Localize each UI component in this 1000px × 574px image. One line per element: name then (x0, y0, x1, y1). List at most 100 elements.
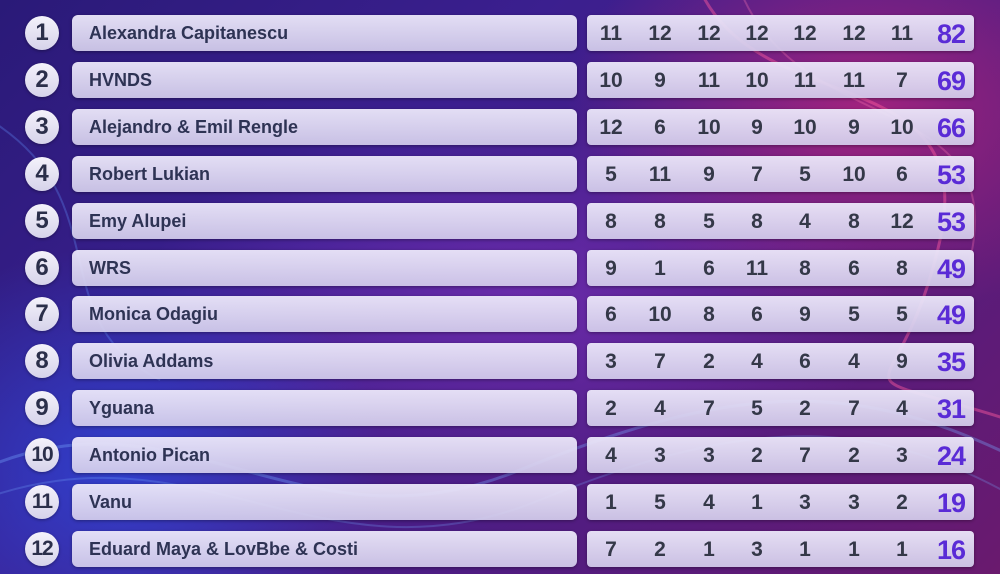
jury-score: 7 (654, 350, 666, 374)
scoreboard-row: 1 Alexandra Capitanescu 11 12 12 12 12 12 11 82 (0, 15, 1000, 51)
rank-badge: 12 (25, 531, 59, 566)
jury-score: 12 (599, 115, 623, 139)
contestant-name: Olivia Addams (89, 351, 214, 372)
jury-score: 6 (605, 303, 617, 327)
contestant-name: Yguana (89, 398, 155, 419)
jury-score: 1 (654, 256, 666, 280)
jury-score: 1 (799, 537, 811, 561)
total-score: 69 (936, 65, 966, 96)
rank-badge: 5 (25, 203, 59, 238)
rank-badge: 11 (25, 485, 59, 519)
rank-badge: 3 (25, 109, 59, 144)
jury-score: 5 (799, 162, 811, 186)
jury-score: 3 (654, 444, 666, 468)
total-score: 66 (936, 112, 966, 143)
contestant-name-bar: Alejandro & Emil Rengle (72, 108, 577, 145)
jury-score: 10 (745, 68, 769, 92)
jury-score: 12 (890, 209, 914, 233)
jury-score: 5 (703, 209, 715, 233)
jury-score: 11 (745, 256, 769, 280)
jury-score: 3 (896, 444, 908, 468)
contestant-name: Vanu (89, 492, 133, 512)
jury-score: 5 (848, 303, 860, 327)
scoreboard-row: 5 Emy Alupei 8 8 5 8 4 8 12 53 (0, 202, 1000, 239)
jury-score: 8 (654, 209, 666, 233)
jury-score: 7 (703, 397, 715, 421)
rank-badge: 4 (25, 156, 59, 191)
jury-score: 11 (599, 22, 623, 45)
contestant-name-bar: Alexandra Capitanescu (72, 15, 577, 51)
contestant-name: Robert Lukian (89, 163, 211, 184)
rank-badge: 1 (25, 16, 59, 50)
jury-score: 2 (848, 444, 860, 468)
jury-score: 4 (896, 397, 908, 421)
rank-badge: 9 (25, 391, 59, 426)
jury-score: 3 (605, 350, 617, 374)
score-bar: 9 1 6 11 8 6 8 49 (587, 249, 974, 286)
jury-score: 2 (703, 350, 715, 374)
jury-score: 3 (703, 444, 715, 468)
scoreboard-row: 3 Alejandro & Emil Rengle 12 6 10 9 10 9 10 66 (0, 108, 1000, 145)
jury-score: 12 (697, 22, 721, 45)
contestant-name-bar: Antonio Pican (72, 437, 577, 474)
jury-score: 8 (703, 303, 715, 327)
jury-score: 6 (751, 303, 763, 327)
jury-score: 11 (648, 162, 672, 186)
jury-score: 9 (799, 303, 811, 327)
jury-score: 4 (654, 397, 666, 421)
jury-score: 1 (605, 491, 617, 514)
scoreboard-row: 7 Monica Odagiu 6 10 8 6 9 5 5 49 (0, 296, 1000, 333)
jury-score: 4 (751, 350, 763, 374)
total-score: 19 (936, 488, 966, 518)
jury-score: 2 (654, 537, 666, 561)
jury-score: 7 (605, 537, 617, 561)
scoreboard-row: 2 HVNDS 10 9 11 10 11 11 7 69 (0, 61, 1000, 98)
contestant-name-bar: Emy Alupei (72, 202, 577, 239)
contestant-name: Antonio Pican (89, 445, 210, 466)
jury-score: 6 (799, 350, 811, 374)
jury-score: 6 (848, 256, 860, 280)
contestant-name-bar: HVNDS (72, 61, 577, 98)
jury-score: 8 (605, 209, 617, 233)
jury-score: 10 (890, 115, 914, 139)
total-score: 49 (936, 253, 966, 284)
scoreboard-row: 9 Yguana 2 4 7 5 2 7 4 31 (0, 390, 1000, 427)
jury-score: 11 (697, 68, 721, 92)
jury-score: 10 (648, 303, 672, 327)
scoreboard-row: 8 Olivia Addams 3 7 2 4 6 4 9 35 (0, 343, 1000, 380)
jury-score: 11 (793, 68, 817, 92)
rank-badge: 10 (25, 438, 59, 473)
contestant-name-bar: Eduard Maya & LovBbe & Costi (72, 530, 577, 567)
jury-score: 4 (605, 444, 617, 468)
rank-badge: 2 (25, 62, 59, 97)
jury-score: 2 (605, 397, 617, 421)
jury-score: 9 (751, 115, 763, 139)
jury-score: 9 (703, 162, 715, 186)
contestant-name-bar: Robert Lukian (72, 155, 577, 192)
jury-score: 5 (896, 303, 908, 327)
total-score: 82 (936, 19, 966, 49)
jury-score: 3 (848, 491, 860, 514)
jury-score: 8 (848, 209, 860, 233)
jury-score: 12 (842, 22, 866, 45)
total-score: 31 (936, 394, 966, 425)
jury-score: 11 (890, 22, 914, 45)
contestant-name: WRS (89, 257, 131, 278)
scoreboard-row: 12 Eduard Maya & LovBbe & Costi 7 2 1 3 1 1 1 16 (0, 530, 1000, 567)
scoreboard-row: 10 Antonio Pican 4 3 3 2 7 2 3 24 (0, 437, 1000, 474)
contestant-name: Eduard Maya & LovBbe & Costi (89, 538, 359, 559)
contestant-name: HVNDS (89, 69, 153, 90)
jury-score: 7 (799, 444, 811, 468)
jury-score: 6 (703, 256, 715, 280)
total-score: 24 (936, 441, 966, 472)
jury-score: 5 (751, 397, 763, 421)
jury-score: 7 (848, 397, 860, 421)
contestant-name: Emy Alupei (89, 210, 187, 231)
jury-score: 2 (799, 397, 811, 421)
total-score: 53 (936, 159, 966, 190)
jury-score: 4 (848, 350, 860, 374)
jury-score: 1 (848, 537, 860, 561)
score-bar: 4 3 3 2 7 2 3 24 (587, 437, 974, 474)
jury-score: 6 (654, 115, 666, 139)
jury-score: 9 (848, 115, 860, 139)
